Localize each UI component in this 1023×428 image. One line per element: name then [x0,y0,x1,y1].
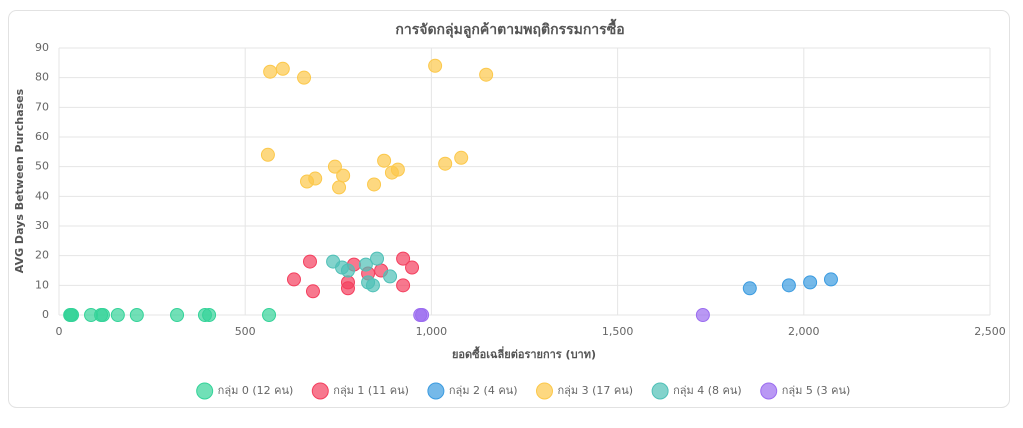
legend-swatch [651,382,669,400]
point [305,284,320,299]
point [377,153,392,168]
point [260,147,275,162]
legend-swatch [427,382,445,400]
y-tick-label: 70 [35,100,49,113]
point [479,67,494,82]
x-tick-label: 1,500 [602,325,634,338]
y-tick-label: 90 [35,41,49,54]
point [202,308,217,322]
point [170,308,185,322]
point [428,58,443,73]
point [742,281,757,296]
legend-item[interactable]: กลุ่ม 1 (11 คน) [311,382,409,400]
point [367,177,382,192]
point [336,168,351,183]
point [110,308,125,322]
legend-label: กลุ่ม 5 (3 คน) [782,384,851,397]
point [396,278,411,293]
point [262,308,277,322]
legend-label: กลุ่ม 1 (11 คน) [333,384,409,397]
point [275,61,290,76]
point [327,159,342,174]
point [823,272,838,287]
point [396,251,411,266]
point [383,269,398,284]
legend-label: กลุ่ม 2 (4 คน) [449,384,518,397]
point [438,156,453,171]
point [803,275,818,290]
legend-item[interactable]: กลุ่ม 2 (4 คน) [427,382,518,400]
y-tick-label: 0 [42,308,49,321]
point [129,308,144,322]
point [297,70,312,85]
x-tick-label: 0 [56,325,63,338]
legend-item[interactable]: กลุ่ม 5 (3 คน) [760,382,851,400]
chart-title: การจัดกลุ่มลูกค้าตามพฤติกรรมการซื้อ [395,18,624,38]
point [415,308,430,322]
legend-swatch [760,382,778,400]
point [781,278,796,293]
point [370,251,385,266]
point [286,272,301,287]
point [390,162,405,177]
legend-label: กลุ่ม 3 (17 คน) [558,384,634,397]
legend-swatch [536,382,553,400]
y-tick-label: 40 [35,189,49,202]
point [308,171,323,186]
legend-item[interactable]: กลุ่ม 4 (8 คน) [651,382,742,400]
x-axis-title: ยอดซื้อเฉลี่ยต่อรายการ (บาท) [452,346,596,361]
x-tick-label: 2,500 [974,325,1006,338]
point [365,278,380,293]
legend-item[interactable]: กลุ่ม 3 (17 คน) [536,382,634,400]
y-tick-label: 60 [35,130,49,143]
legend-swatch [196,382,214,400]
point [405,260,420,275]
x-tick-label: 2,000 [788,325,820,338]
point [65,308,80,322]
y-tick-label: 10 [35,278,49,291]
x-tick-label: 500 [235,325,256,338]
point [454,150,469,165]
y-tick-label: 50 [35,160,49,173]
y-axis-title: AVG Days Between Purchases [13,88,26,273]
legend-swatch [311,382,329,400]
point [263,64,278,79]
legend-item[interactable]: กลุ่ม 0 (12 คน) [196,382,294,400]
y-tick-label: 80 [35,71,49,84]
y-tick-label: 20 [35,249,49,262]
legend-label: กลุ่ม 4 (8 คน) [673,384,742,397]
point [358,257,373,272]
x-tick-label: 1,000 [416,325,448,338]
point [302,254,317,269]
legend-label: กลุ่ม 0 (12 คน) [218,384,294,397]
card [8,10,1010,408]
point [340,281,355,296]
point [695,308,710,322]
point [95,308,110,322]
y-tick-label: 30 [35,219,49,232]
point [340,263,355,278]
point [332,180,347,195]
